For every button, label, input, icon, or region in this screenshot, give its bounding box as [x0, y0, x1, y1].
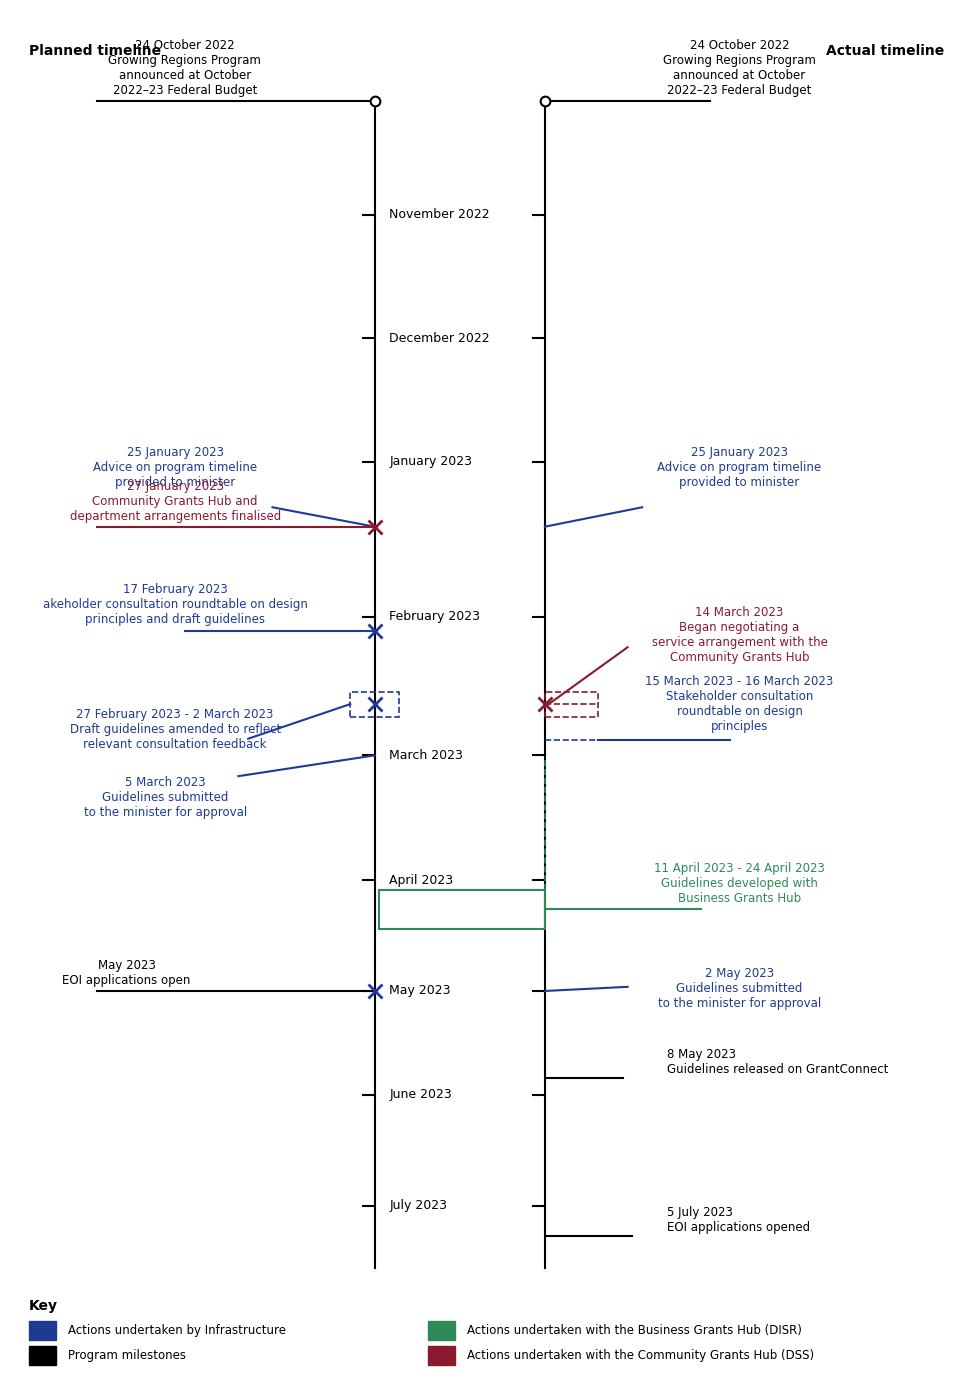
Bar: [545, 692, 598, 717]
Text: 17 February 2023
akeholder consultation roundtable on design
principles and draf: 17 February 2023 akeholder consultation …: [43, 584, 307, 626]
Text: July 2023: July 2023: [389, 1199, 448, 1213]
Text: 11 April 2023 - 24 April 2023
Guidelines developed with
Business Grants Hub: 11 April 2023 - 24 April 2023 Guidelines…: [654, 862, 825, 905]
Text: Key: Key: [29, 1299, 58, 1313]
Bar: [428, 1321, 455, 1340]
Text: 2 May 2023
Guidelines submitted
to the minister for approval: 2 May 2023 Guidelines submitted to the m…: [658, 967, 821, 1010]
Text: January 2023: January 2023: [389, 455, 472, 468]
Bar: [350, 692, 399, 717]
Text: Actions undertaken with the Community Grants Hub (DSS): Actions undertaken with the Community Gr…: [467, 1349, 814, 1362]
Text: Actions undertaken by Infrastructure: Actions undertaken by Infrastructure: [68, 1324, 286, 1337]
Text: 8 May 2023
Guidelines released on GrantConnect: 8 May 2023 Guidelines released on GrantC…: [667, 1048, 888, 1076]
Text: June 2023: June 2023: [389, 1088, 451, 1102]
Bar: [428, 1346, 455, 1365]
Text: 27 February 2023 - 2 March 2023
Draft guidelines amended to reflect
relevant con: 27 February 2023 - 2 March 2023 Draft gu…: [69, 708, 281, 751]
Text: May 2023
EOI applications open: May 2023 EOI applications open: [62, 959, 191, 987]
Text: November 2022: November 2022: [389, 208, 489, 222]
Text: Planned timeline: Planned timeline: [29, 44, 162, 58]
Text: May 2023: May 2023: [389, 984, 450, 998]
Text: Program milestones: Program milestones: [68, 1349, 186, 1362]
Text: 25 January 2023
Advice on program timeline
provided to minister: 25 January 2023 Advice on program timeli…: [93, 446, 257, 489]
Text: April 2023: April 2023: [389, 873, 453, 887]
Text: February 2023: February 2023: [389, 610, 481, 624]
Bar: [29, 1346, 56, 1365]
Bar: [379, 890, 545, 929]
Text: March 2023: March 2023: [389, 748, 463, 762]
Text: 14 March 2023
Began negotiating a
service arrangement with the
Community Grants : 14 March 2023 Began negotiating a servic…: [652, 606, 827, 664]
Text: December 2022: December 2022: [389, 331, 489, 345]
Text: 27 January 2023
Community Grants Hub and
department arrangements finalised: 27 January 2023 Community Grants Hub and…: [69, 480, 281, 523]
Text: 5 July 2023
EOI applications opened: 5 July 2023 EOI applications opened: [667, 1206, 810, 1234]
Text: 24 October 2022
Growing Regions Program
announced at October
2022–23 Federal Bud: 24 October 2022 Growing Regions Program …: [108, 39, 262, 97]
Text: Actions undertaken with the Business Grants Hub (DISR): Actions undertaken with the Business Gra…: [467, 1324, 802, 1337]
Text: 25 January 2023
Advice on program timeline
provided to minister: 25 January 2023 Advice on program timeli…: [658, 446, 821, 489]
Text: 24 October 2022
Growing Regions Program
announced at October
2022–23 Federal Bud: 24 October 2022 Growing Regions Program …: [663, 39, 816, 97]
Text: 5 March 2023
Guidelines submitted
to the minister for approval: 5 March 2023 Guidelines submitted to the…: [84, 776, 247, 819]
Text: Actual timeline: Actual timeline: [825, 44, 944, 58]
Bar: [29, 1321, 56, 1340]
Text: 15 March 2023 - 16 March 2023
Stakeholder consultation
roundtable on design
prin: 15 March 2023 - 16 March 2023 Stakeholde…: [645, 675, 834, 733]
